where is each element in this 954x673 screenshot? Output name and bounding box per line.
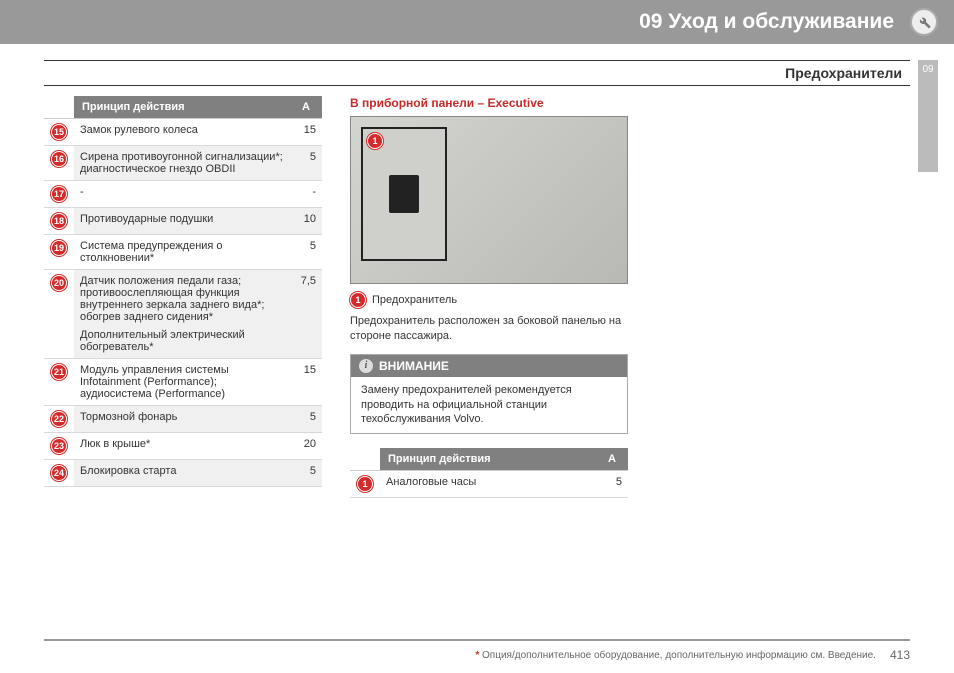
row-text: - (74, 181, 290, 208)
fuse-table-left: Принцип действия A 15Замок рулевого коле… (44, 96, 322, 487)
section-title: Предохранители (785, 65, 902, 81)
info-icon: i (359, 359, 373, 373)
row-text: Блокировка старта (74, 460, 290, 487)
footer-note: * Опция/дополнительное оборудование, доп… (475, 650, 876, 661)
table-row: 20 Датчик положения педали газа; противоо… (44, 270, 322, 359)
table-row: 24 Блокировка старта5 (44, 460, 322, 487)
footnote-star-icon: * (475, 650, 479, 661)
row-text: Сирена противоугонной сигнализации*; диа… (74, 146, 290, 181)
wrench-icon (910, 8, 938, 36)
row-text: Датчик положения педали газа; противоосл… (74, 270, 290, 359)
row-number-badge: 16 (51, 151, 67, 167)
attention-box: i ВНИМАНИЕ Замену предохранителей рекоме… (350, 354, 628, 435)
row-text: Люк в крыше* (74, 433, 290, 460)
table-header-principle: Принцип действия (74, 96, 290, 119)
row-number-badge: 15 (51, 124, 67, 140)
row-value: 5 (290, 235, 322, 270)
legend-text: Предохранитель (372, 294, 457, 306)
table-row: 16 Сирена противоугонной сигнализации*; д… (44, 146, 322, 181)
row-text: Противоударные подушки (74, 208, 290, 235)
left-column: Принцип действия A 15Замок рулевого коле… (44, 96, 322, 633)
diagram-description: Предохранитель расположен за боковой пан… (350, 314, 628, 344)
row-text: Замок рулевого колеса (74, 119, 290, 146)
diagram-image: 1 (350, 116, 628, 284)
row-text-secondary: Дополнительный электрический обогревател… (80, 329, 284, 353)
diagram-marker-badge: 1 (367, 133, 383, 149)
row-value: 10 (290, 208, 322, 235)
row-value: 20 (290, 433, 322, 460)
row-number-badge: 20 (51, 275, 67, 291)
table2-header-blank (350, 448, 380, 471)
side-tab-label: 09 (922, 64, 933, 75)
row-value: 5 (596, 471, 628, 498)
row-number-badge: 18 (51, 213, 67, 229)
row-number-badge: 24 (51, 465, 67, 481)
table-row: 17-- (44, 181, 322, 208)
table2-header-principle: Принцип действия (380, 448, 596, 471)
fuse-table-right: Принцип действия A 1 Аналоговые часы5 (350, 448, 628, 498)
row-value: 5 (290, 146, 322, 181)
row-number-badge: 23 (51, 438, 67, 454)
table-row: 23 Люк в крыше*20 (44, 433, 322, 460)
table2-header-a: A (596, 448, 628, 471)
row-value: 5 (290, 406, 322, 433)
diagram-fuse-block (389, 175, 419, 213)
table-row: 19 Система предупреждения о столкновении*… (44, 235, 322, 270)
attention-header: i ВНИМАНИЕ (351, 355, 627, 377)
row-number-badge: 17 (51, 186, 67, 202)
table-header-blank (44, 96, 74, 119)
row-value: - (290, 181, 322, 208)
chapter-title: 09 Уход и обслуживание (639, 10, 894, 34)
right-column: В приборной панели – Executive 1 1 Предо… (350, 96, 628, 633)
row-badge-cell: 17 (44, 181, 74, 208)
section-title-bar: Предохранители (44, 60, 910, 86)
row-value: 5 (290, 460, 322, 487)
content-area: Принцип действия A 15Замок рулевого коле… (44, 96, 910, 633)
attention-title: ВНИМАНИЕ (379, 359, 449, 373)
row-number-badge: 19 (51, 240, 67, 256)
table-row: 18 Противоударные подушки10 (44, 208, 322, 235)
diagram-legend: 1 Предохранитель (350, 292, 628, 308)
row-text: Модуль управления системы Infotainment (… (74, 359, 290, 406)
row-value: 15 (290, 359, 322, 406)
page-number: 413 (890, 648, 910, 662)
row-badge-cell: 21 (44, 359, 74, 406)
row-text: Аналоговые часы (380, 471, 596, 498)
row-badge-cell: 18 (44, 208, 74, 235)
row-badge-cell: 24 (44, 460, 74, 487)
row-number-badge: 22 (51, 411, 67, 427)
legend-badge: 1 (350, 292, 366, 308)
row-text: Тормозной фонарь (74, 406, 290, 433)
row-text: Система предупреждения о столкновении* (74, 235, 290, 270)
row-number-badge: 1 (357, 476, 373, 492)
table-row: 22 Тормозной фонарь5 (44, 406, 322, 433)
footer: * Опция/дополнительное оборудование, доп… (44, 639, 910, 665)
row-number-badge: 21 (51, 364, 67, 380)
row-badge-cell: 15 (44, 119, 74, 146)
row-value: 7,5 (290, 270, 322, 359)
header-band: 09 Уход и обслуживание (0, 0, 954, 44)
row-badge-cell: 23 (44, 433, 74, 460)
row-badge-cell: 16 (44, 146, 74, 181)
row-value: 15 (290, 119, 322, 146)
table-row: 21 Модуль управления системы Infotainment… (44, 359, 322, 406)
row-badge-cell: 1 (350, 471, 380, 498)
row-badge-cell: 22 (44, 406, 74, 433)
table-row: 1 Аналоговые часы5 (350, 471, 628, 498)
table-row: 15Замок рулевого колеса15 (44, 119, 322, 146)
table-header-a: A (290, 96, 322, 119)
row-badge-cell: 20 (44, 270, 74, 359)
footer-note-text: Опция/дополнительное оборудование, допол… (482, 650, 876, 661)
attention-body: Замену предохранителей рекомендуется про… (351, 377, 627, 434)
diagram-inset: 1 (361, 127, 447, 261)
side-tab: 09 (918, 60, 938, 172)
right-heading: В приборной панели – Executive (350, 96, 628, 110)
row-badge-cell: 19 (44, 235, 74, 270)
